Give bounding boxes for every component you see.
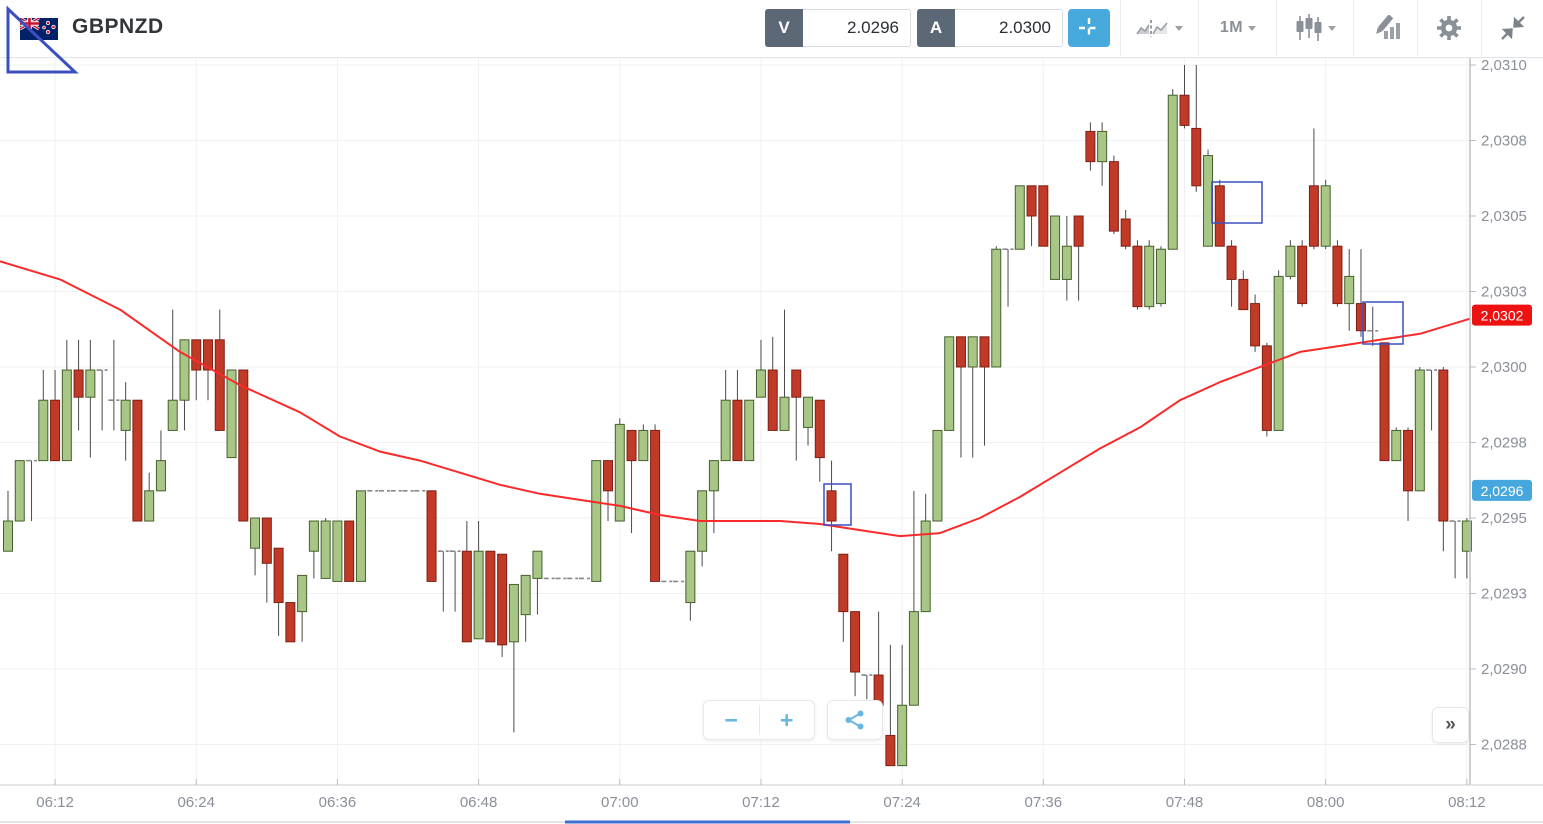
ask-quote[interactable]: A 2.0300	[917, 9, 1063, 47]
svg-text:07:12: 07:12	[742, 794, 780, 811]
svg-text:06:36: 06:36	[319, 794, 357, 811]
svg-text:07:48: 07:48	[1166, 794, 1204, 811]
collapse-arrows-icon	[1501, 16, 1525, 40]
rectangle-drawing[interactable]	[1362, 301, 1404, 345]
rectangle-drawing[interactable]	[1211, 181, 1263, 224]
chart-type-dropdown[interactable]	[1126, 0, 1192, 56]
svg-text:06:48: 06:48	[460, 794, 498, 811]
zoom-out-button[interactable]: −	[724, 706, 738, 733]
share-button[interactable]	[827, 700, 883, 740]
ask-tag: A	[917, 9, 955, 47]
svg-text:2,0293: 2,0293	[1481, 586, 1527, 603]
bid-tag: V	[765, 9, 803, 47]
toolbar-separator	[1417, 0, 1418, 56]
toolbar-separator	[1481, 0, 1482, 56]
svg-text:07:24: 07:24	[883, 794, 921, 811]
chevron-down-icon	[1327, 25, 1336, 31]
svg-text:2,0288: 2,0288	[1481, 737, 1527, 754]
rectangle-drawing[interactable]	[823, 483, 852, 526]
svg-text:08:12: 08:12	[1448, 794, 1486, 811]
crosshair-icon	[1079, 18, 1099, 38]
bid-quote[interactable]: V 2.0296	[765, 9, 911, 47]
scroll-right-button[interactable]: »	[1432, 707, 1469, 743]
svg-text:2,0296: 2,0296	[1481, 483, 1524, 499]
svg-text:08:00: 08:00	[1307, 794, 1345, 811]
chart-type-icon	[1135, 20, 1168, 37]
candlestick-style-icon	[1296, 14, 1321, 41]
interval-label: 1M	[1219, 19, 1244, 36]
settings-button[interactable]	[1424, 0, 1474, 56]
toolbar-separator	[1120, 0, 1121, 56]
svg-text:2,0295: 2,0295	[1481, 510, 1527, 527]
crosshair-button[interactable]	[1068, 9, 1110, 47]
svg-text:2,0303: 2,0303	[1481, 284, 1527, 301]
toolbar-separator	[1353, 0, 1354, 56]
nzd-flag-icon	[20, 18, 58, 40]
interval-dropdown[interactable]: 1M	[1206, 0, 1270, 56]
chevron-down-icon	[1248, 25, 1257, 31]
zoom-in-button[interactable]: +	[780, 706, 794, 733]
svg-text:06:24: 06:24	[177, 794, 215, 811]
header: GBPNZD V 2.0296 A 2.0300	[0, 0, 1543, 58]
gear-icon	[1437, 16, 1461, 40]
svg-text:2,0298: 2,0298	[1481, 435, 1527, 452]
svg-text:2,0300: 2,0300	[1481, 359, 1527, 376]
ask-value[interactable]: 2.0300	[955, 9, 1063, 47]
svg-text:06:12: 06:12	[36, 794, 74, 811]
svg-text:2,0290: 2,0290	[1481, 661, 1527, 678]
svg-text:2,0302: 2,0302	[1481, 308, 1524, 324]
draw-indicators-button[interactable]	[1360, 0, 1410, 56]
pencil-chart-icon	[1376, 15, 1400, 39]
chevron-down-icon	[1174, 25, 1183, 31]
toolbar-separator	[1276, 0, 1277, 56]
zoom-controls: − +	[703, 700, 815, 740]
bid-value[interactable]: 2.0296	[803, 9, 911, 47]
candle-style-dropdown[interactable]	[1283, 0, 1347, 56]
share-icon	[845, 710, 864, 730]
svg-text:2,0305: 2,0305	[1481, 208, 1527, 225]
svg-text:2,0308: 2,0308	[1481, 133, 1527, 150]
symbol-title: GBPNZD	[72, 15, 164, 38]
toolbar-separator	[1198, 0, 1199, 56]
zoom-divider	[758, 705, 760, 735]
svg-text:2,0310: 2,0310	[1481, 57, 1527, 74]
svg-text:07:36: 07:36	[1025, 794, 1063, 811]
svg-text:07:00: 07:00	[601, 794, 639, 811]
collapse-panel-button[interactable]	[1488, 0, 1538, 56]
